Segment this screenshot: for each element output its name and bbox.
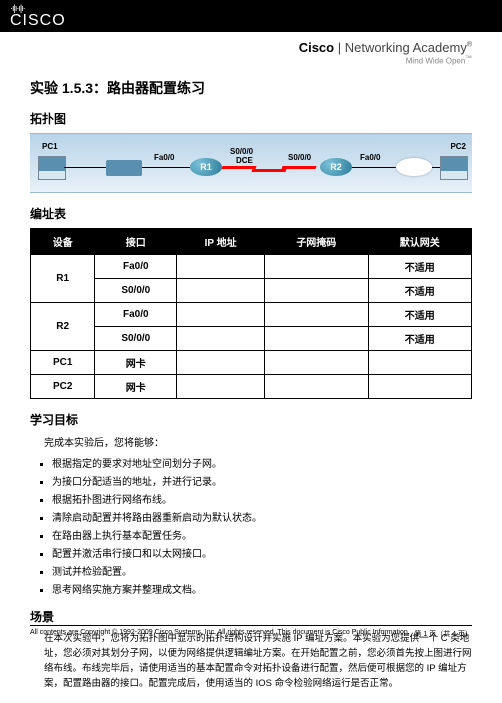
cell <box>177 374 265 398</box>
serial-2 <box>251 169 286 172</box>
objective-item: 清除启动配置并将路由器重新启动为默认状态。 <box>52 509 472 524</box>
th-mask: 子网掩码 <box>265 228 368 254</box>
cell <box>265 350 368 374</box>
cell <box>177 350 265 374</box>
cell <box>177 302 265 326</box>
cell: 不适用 <box>368 278 471 302</box>
label-fa00-r: Fa0/0 <box>360 153 380 162</box>
cell: 网卡 <box>95 374 177 398</box>
top-header: ·ı|ı·ı|ı· CISCO <box>0 0 502 32</box>
cell: Fa0/0 <box>95 302 177 326</box>
cell: S0/0/0 <box>95 326 177 350</box>
cell <box>265 374 368 398</box>
cell-pc1: PC1 <box>31 350 95 374</box>
cell <box>368 374 471 398</box>
cisco-logo-text: CISCO <box>10 13 66 29</box>
cell <box>177 278 265 302</box>
label-pc2: PC2 <box>450 142 466 151</box>
th-device: 设备 <box>31 228 95 254</box>
th-gateway: 默认网关 <box>368 228 471 254</box>
objective-item: 测试并检验配置。 <box>52 563 472 578</box>
footer-copyright: All contents are Copyright © 1992-2009 C… <box>30 629 410 639</box>
cell <box>265 302 368 326</box>
cell <box>368 350 471 374</box>
device-r1: R1 <box>190 158 222 176</box>
section-topology: 拓扑图 <box>30 110 472 127</box>
cell-r1: R1 <box>31 254 95 302</box>
cell <box>265 278 368 302</box>
address-table: 设备 接口 IP 地址 子网掩码 默认网关 R1Fa0/0 不适用 S0/0/0 不… <box>30 228 472 399</box>
cell <box>265 254 368 278</box>
label-s000-r: S0/0/0 <box>288 153 311 162</box>
topology-diagram: PC1 Fa0/0 R1 S0/0/0 DCE S0/0/0 R2 Fa0/0 … <box>30 133 472 193</box>
label-pc1: PC1 <box>42 142 58 151</box>
objective-item: 根据指定的要求对地址空间划分子网。 <box>52 455 472 470</box>
section-scenario: 场景 <box>30 608 472 625</box>
footer-pagenum: 第 1 页（共 4 页） <box>414 629 472 639</box>
objective-item: 思考网络实施方案并整理成文档。 <box>52 581 472 596</box>
objective-item: 根据拓扑图进行网络布线。 <box>52 491 472 506</box>
objective-item: 在路由器上执行基本配置任务。 <box>52 527 472 542</box>
cable-sw-r1 <box>142 167 190 168</box>
brand-bold: Cisco <box>299 40 334 55</box>
device-switch1 <box>106 160 142 176</box>
section-objectives: 学习目标 <box>30 411 472 428</box>
th-interface: 接口 <box>95 228 177 254</box>
serial-3 <box>281 166 316 169</box>
label-s000-l: S0/0/0 <box>230 147 253 156</box>
objectives-list: 根据指定的要求对地址空间划分子网。为接口分配适当的地址，并进行记录。根据拓扑图进… <box>52 455 472 596</box>
cell <box>177 254 265 278</box>
cell: 不适用 <box>368 302 471 326</box>
label-fa00-l: Fa0/0 <box>154 153 174 162</box>
device-cloud <box>396 158 432 176</box>
cell-pc2: PC2 <box>31 374 95 398</box>
cable-r2-cloud <box>352 167 396 168</box>
brand-rest: | Networking Academy <box>334 40 467 55</box>
cell: 不适用 <box>368 254 471 278</box>
section-address: 编址表 <box>30 205 472 222</box>
academy-brand: Cisco | Networking Academy® Mind Wide Op… <box>0 32 502 70</box>
objective-item: 配置并激活串行接口和以太网接口。 <box>52 545 472 560</box>
device-pc2 <box>440 156 468 180</box>
device-r2: R2 <box>320 158 352 176</box>
objectives-intro: 完成本实验后，您将能够： <box>44 434 472 449</box>
cell: 不适用 <box>368 326 471 350</box>
label-dce: DCE <box>236 156 253 165</box>
scenario-text: 在本次实验中，您将为拓扑图中显示的拓扑结构设计并实施 IP 编址方案。本实验为您… <box>44 631 472 692</box>
cell-r2: R2 <box>31 302 95 350</box>
lab-title: 实验 1.5.3：路由器配置练习 <box>30 78 472 98</box>
device-pc1 <box>38 156 66 180</box>
cell: Fa0/0 <box>95 254 177 278</box>
tagline: Mind Wide Open <box>406 57 466 66</box>
objective-item: 为接口分配适当的地址，并进行记录。 <box>52 473 472 488</box>
cell: S0/0/0 <box>95 278 177 302</box>
cell: 网卡 <box>95 350 177 374</box>
serial-1 <box>221 166 256 169</box>
cable-pc1-sw <box>64 167 106 168</box>
cisco-logo: ·ı|ı·ı|ı· CISCO <box>10 4 66 29</box>
cell <box>177 326 265 350</box>
th-ip: IP 地址 <box>177 228 265 254</box>
cell <box>265 326 368 350</box>
page-footer: All contents are Copyright © 1992-2009 C… <box>30 625 472 639</box>
